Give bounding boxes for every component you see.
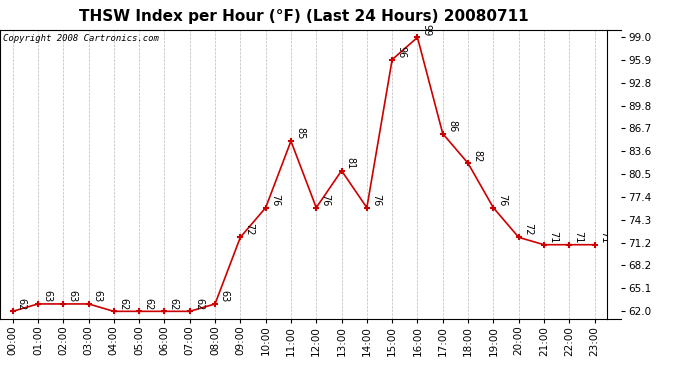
Text: 99: 99: [422, 24, 432, 36]
Text: 63: 63: [42, 290, 52, 303]
Text: 72: 72: [523, 224, 533, 236]
Text: 76: 76: [497, 194, 508, 206]
Text: 62: 62: [194, 298, 204, 310]
Text: THSW Index per Hour (°F) (Last 24 Hours) 20080711: THSW Index per Hour (°F) (Last 24 Hours)…: [79, 9, 529, 24]
Text: 62: 62: [144, 298, 153, 310]
Text: 63: 63: [92, 290, 103, 303]
Text: 62: 62: [168, 298, 179, 310]
Text: 96: 96: [396, 46, 406, 58]
Text: 62: 62: [17, 298, 27, 310]
Text: 71: 71: [599, 231, 609, 243]
Text: 71: 71: [548, 231, 558, 243]
Text: 76: 76: [270, 194, 280, 206]
Text: 76: 76: [371, 194, 381, 206]
Text: Copyright 2008 Cartronics.com: Copyright 2008 Cartronics.com: [3, 34, 159, 44]
Text: 63: 63: [68, 290, 77, 303]
Text: 81: 81: [346, 157, 356, 169]
Text: 71: 71: [573, 231, 584, 243]
Text: 82: 82: [472, 150, 482, 162]
Text: 76: 76: [320, 194, 331, 206]
Text: 86: 86: [447, 120, 457, 132]
Text: 85: 85: [295, 127, 305, 140]
Text: 62: 62: [118, 298, 128, 310]
Text: 72: 72: [244, 224, 255, 236]
Text: 63: 63: [219, 290, 229, 303]
